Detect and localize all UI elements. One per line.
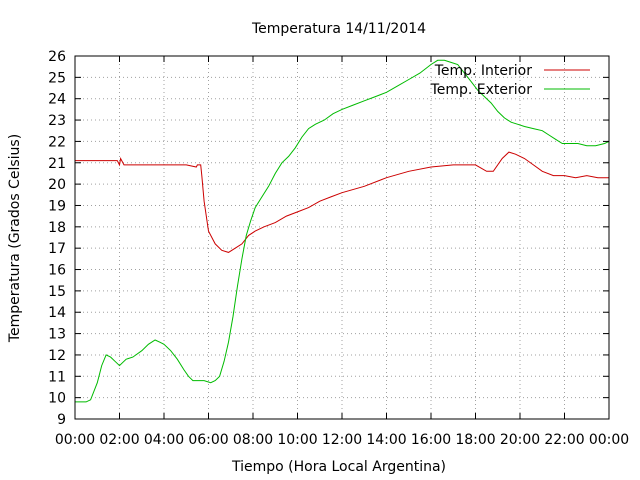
x-tick-label: 00:00 [589, 432, 629, 448]
x-tick-label: 06:00 [188, 432, 228, 448]
y-tick-label: 15 [48, 284, 66, 300]
x-tick-label: 00:00 [55, 432, 95, 448]
x-axis-label: Tiempo (Hora Local Argentina) [231, 459, 446, 475]
y-tick-label: 18 [48, 220, 66, 236]
legend-label-temp-interior: Temp. Interior [434, 63, 533, 79]
x-tick-label: 02:00 [99, 432, 139, 448]
legend-label-temp-exterior: Temp. Exterior [430, 82, 533, 98]
y-tick-label: 20 [48, 177, 66, 193]
y-tick-label: 24 [48, 92, 66, 108]
x-tick-label: 16:00 [411, 432, 451, 448]
x-tick-label: 18:00 [455, 432, 495, 448]
y-tick-label: 19 [48, 198, 66, 214]
x-tick-label: 22:00 [544, 432, 584, 448]
chart-title: Temperatura 14/11/2014 [251, 21, 426, 37]
y-tick-label: 22 [48, 134, 66, 150]
y-tick-label: 17 [48, 241, 66, 257]
y-tick-label: 12 [48, 348, 66, 364]
series-line-temp-interior [75, 151, 609, 253]
series-lines [75, 59, 610, 403]
y-tick-label: 21 [48, 156, 66, 172]
y-tick-label: 11 [48, 369, 66, 385]
y-tick-label: 26 [48, 49, 66, 65]
legend: Temp. Interior Temp. Exterior [430, 63, 590, 98]
x-tick-label: 12:00 [322, 432, 362, 448]
y-tick-label: 14 [48, 305, 66, 321]
y-tick-label: 13 [48, 327, 66, 343]
y-tick-label: 10 [48, 391, 66, 407]
y-tick-label: 9 [57, 412, 66, 428]
x-tick-label: 04:00 [144, 432, 184, 448]
series-line-temp-exterior [75, 59, 610, 403]
x-tick-label: 08:00 [233, 432, 273, 448]
y-axis-label: Temperatura (Grados Celsius) [7, 134, 23, 343]
y-tick-label: 23 [48, 113, 66, 129]
x-tick-label: 10:00 [277, 432, 317, 448]
axis-ticks: 9 10 11 12 13 14 15 16 17 18 19 20 21 22 23 24 25 26 00:00… [48, 49, 629, 448]
y-tick-label: 25 [48, 70, 66, 86]
plot-frame [74, 55, 610, 420]
grid-lines [75, 56, 609, 419]
x-tick-label: 14:00 [366, 432, 406, 448]
x-tick-label: 20:00 [500, 432, 540, 448]
y-tick-label: 16 [48, 263, 66, 279]
